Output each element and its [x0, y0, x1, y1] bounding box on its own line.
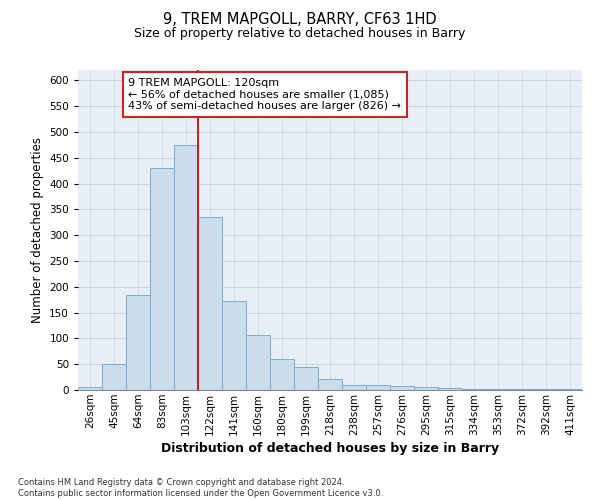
Bar: [174, 145, 198, 390]
Bar: [486, 389, 510, 390]
Text: Contains HM Land Registry data © Crown copyright and database right 2024.
Contai: Contains HM Land Registry data © Crown c…: [18, 478, 383, 498]
Bar: [246, 335, 270, 390]
Bar: [414, 388, 438, 390]
Bar: [198, 217, 222, 390]
Bar: [78, 388, 102, 390]
Y-axis label: Number of detached properties: Number of detached properties: [31, 137, 44, 323]
Bar: [222, 301, 246, 390]
Bar: [342, 385, 366, 390]
Bar: [390, 386, 414, 390]
Bar: [270, 359, 294, 390]
Text: 9 TREM MAPGOLL: 120sqm
← 56% of detached houses are smaller (1,085)
43% of semi-: 9 TREM MAPGOLL: 120sqm ← 56% of detached…: [128, 78, 401, 111]
Text: 9, TREM MAPGOLL, BARRY, CF63 1HD: 9, TREM MAPGOLL, BARRY, CF63 1HD: [163, 12, 437, 28]
Bar: [366, 385, 390, 390]
Bar: [438, 388, 462, 390]
Bar: [150, 168, 174, 390]
Bar: [318, 378, 342, 390]
X-axis label: Distribution of detached houses by size in Barry: Distribution of detached houses by size …: [161, 442, 499, 455]
Bar: [102, 364, 126, 390]
Bar: [462, 389, 486, 390]
Bar: [294, 368, 318, 390]
Bar: [534, 389, 558, 390]
Bar: [126, 294, 150, 390]
Text: Size of property relative to detached houses in Barry: Size of property relative to detached ho…: [134, 28, 466, 40]
